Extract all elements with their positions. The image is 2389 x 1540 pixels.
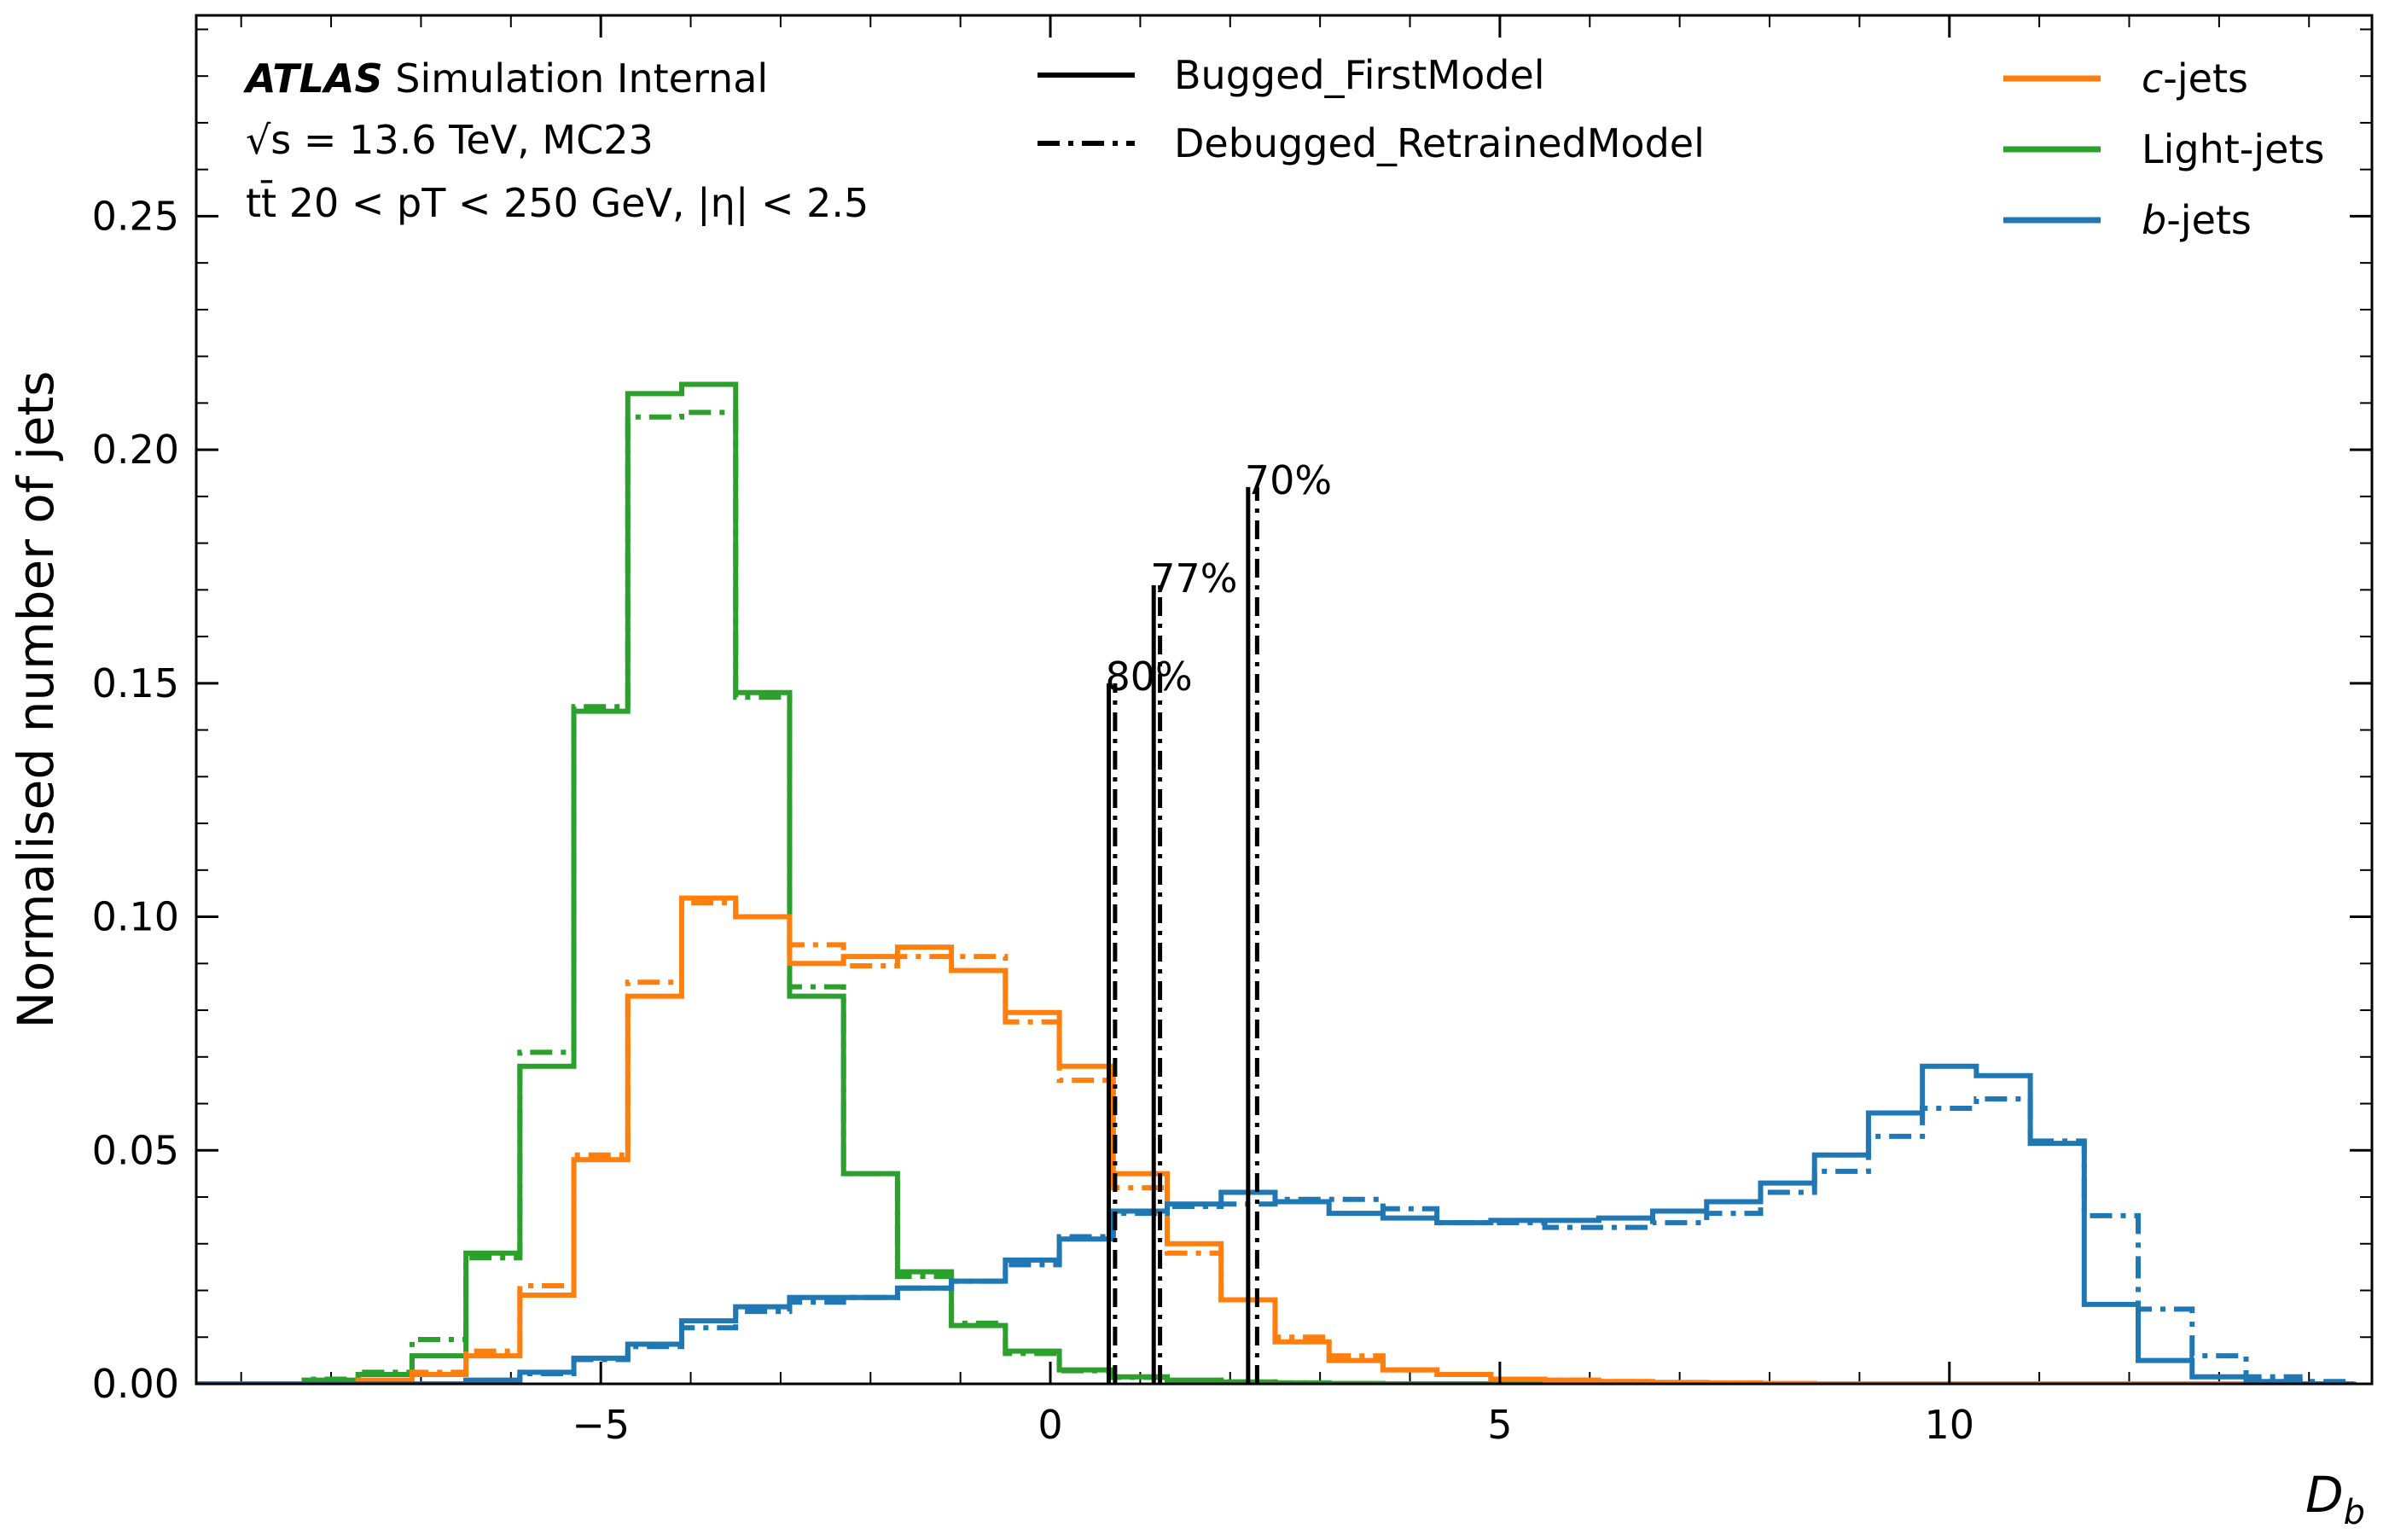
legend-class-letter: c xyxy=(2142,55,2163,102)
legend-style-label: Debugged_RetrainedModel xyxy=(1174,120,1705,166)
y-axis-label: Normalised number of jets xyxy=(7,370,65,1028)
legend-style-label: Bugged_FirstModel xyxy=(1174,52,1545,98)
legend-class-label: b-jets xyxy=(2142,197,2252,243)
atlas-annotation: ATLAS Simulation Internal √s = 13.6 TeV,… xyxy=(243,55,869,227)
x-tick-label: 5 xyxy=(1487,1402,1512,1448)
series-b-jets-debugged xyxy=(196,1096,2357,1384)
x-axis-label: Db xyxy=(2305,1466,2365,1532)
legend-class-letter: b xyxy=(2142,197,2166,243)
x-tick-label: −5 xyxy=(572,1402,630,1448)
atlas-label: ATLAS Simulation Internal xyxy=(243,55,768,102)
y-tick-label: 0.10 xyxy=(92,894,179,940)
wp-label: 80% xyxy=(1106,654,1193,700)
minor-ticks xyxy=(196,15,2372,1384)
major-ticks xyxy=(196,15,2372,1386)
x-label-subscript: b xyxy=(2344,1493,2365,1532)
legend-class-rest: -jets xyxy=(2163,55,2248,102)
x-tick-label: 10 xyxy=(1924,1402,1974,1448)
energy-label: √s = 13.6 TeV, MC23 xyxy=(246,117,654,163)
legend-class-rest: -jets xyxy=(2166,197,2252,243)
model-style-legend: Bugged_FirstModel Debugged_RetrainedModel xyxy=(1038,52,1705,166)
y-tick-label: 0.00 xyxy=(92,1361,179,1407)
tick-labels: −5 0 5 10 0.00 0.05 0.10 0.15 0.20 0.25 xyxy=(92,193,1974,1448)
x-label-main: D xyxy=(2305,1466,2344,1524)
simulation-internal-text: Simulation Internal xyxy=(383,55,769,102)
legend-class-label: Light-jets xyxy=(2142,126,2324,172)
y-tick-label: 0.05 xyxy=(92,1127,179,1173)
wp-label: 70% xyxy=(1245,457,1332,503)
legend-class-label: c-jets xyxy=(2142,55,2248,102)
series-layer xyxy=(196,381,2357,1384)
series-light-jets-bugged xyxy=(196,381,2354,1384)
atlas-logo-text: ATLAS xyxy=(243,55,383,102)
wp-label: 77% xyxy=(1150,555,1237,601)
plot-frame xyxy=(195,14,2374,1386)
y-tick-label: 0.25 xyxy=(92,193,179,239)
y-tick-label: 0.20 xyxy=(92,427,179,473)
selection-label: tt̄ 20 < pT < 250 GeV, |η| < 2.5 xyxy=(246,180,869,227)
x-tick-label: 0 xyxy=(1038,1402,1062,1448)
series-light-jets-debugged xyxy=(196,410,2354,1384)
y-tick-label: 0.15 xyxy=(92,660,179,706)
working-point-lines: 80% 77% 70% xyxy=(1106,457,1332,1384)
